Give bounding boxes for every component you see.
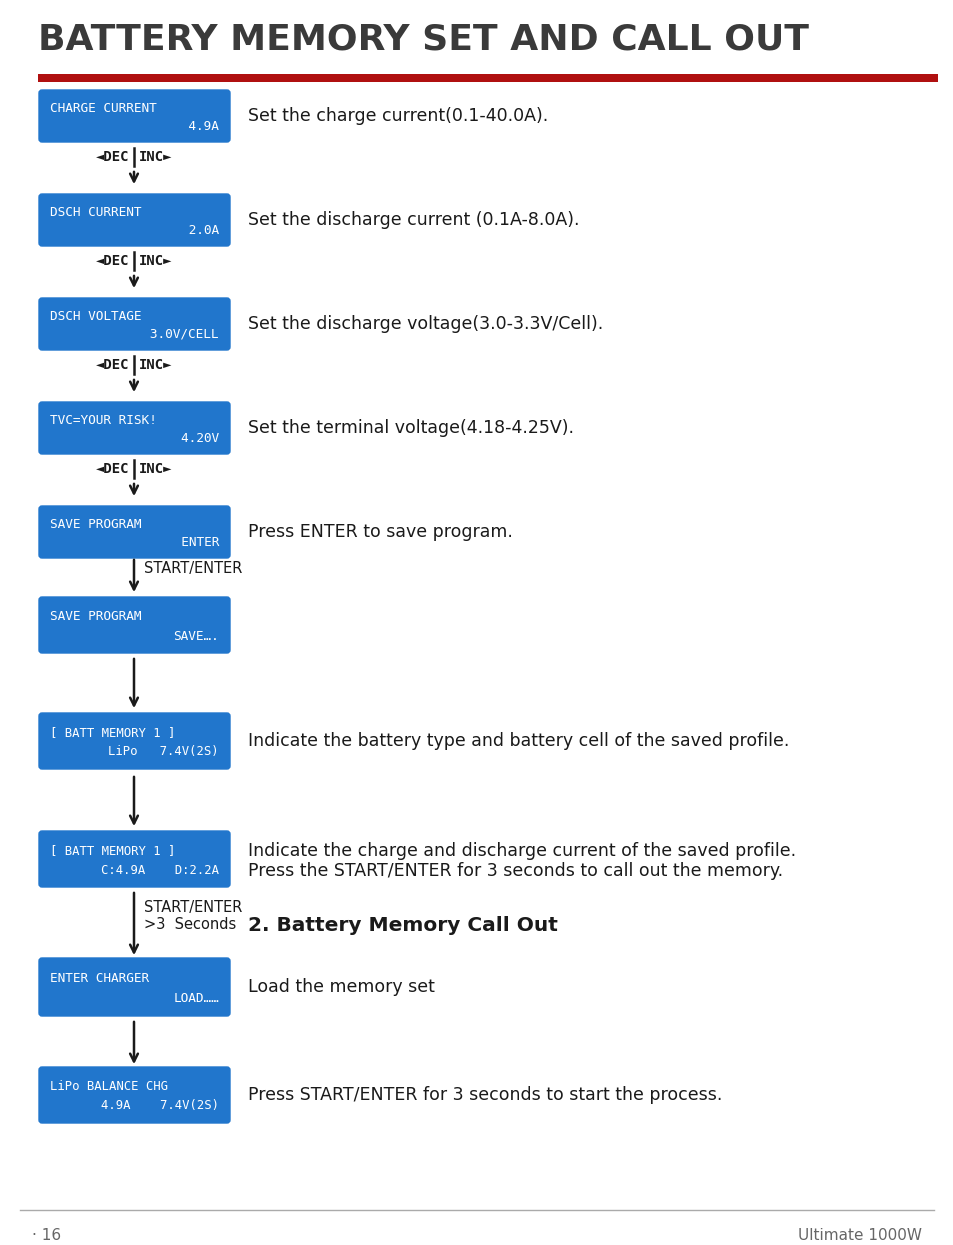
Text: Indicate the charge and discharge current of the saved profile.: Indicate the charge and discharge curren…: [248, 842, 796, 860]
FancyBboxPatch shape: [39, 194, 230, 247]
Text: Press the START/ENTER for 3 seconds to call out the memory.: Press the START/ENTER for 3 seconds to c…: [248, 862, 782, 880]
Text: Set the charge current(0.1-40.0A).: Set the charge current(0.1-40.0A).: [248, 107, 548, 124]
Text: ◄DEC: ◄DEC: [95, 254, 129, 268]
Text: 2. Battery Memory Call Out: 2. Battery Memory Call Out: [248, 916, 558, 935]
Text: START/ENTER: START/ENTER: [144, 561, 242, 576]
Text: 2.0A: 2.0A: [120, 224, 219, 237]
Text: INC►: INC►: [139, 462, 172, 476]
FancyBboxPatch shape: [39, 298, 230, 350]
Text: [ BATT MEMORY 1 ]: [ BATT MEMORY 1 ]: [50, 844, 175, 857]
Text: INC►: INC►: [139, 359, 172, 372]
Text: 3.0V/CELL: 3.0V/CELL: [128, 327, 219, 341]
Text: START/ENTER: START/ENTER: [144, 900, 242, 915]
Text: 4.9A    7.4V(2S): 4.9A 7.4V(2S): [101, 1099, 219, 1113]
Text: ENTER CHARGER: ENTER CHARGER: [50, 971, 149, 985]
Text: 4.9A: 4.9A: [135, 120, 219, 133]
Text: CHARGE CURRENT: CHARGE CURRENT: [50, 102, 156, 115]
Text: SAVE PROGRAM: SAVE PROGRAM: [50, 610, 141, 622]
Text: Indicate the battery type and battery cell of the saved profile.: Indicate the battery type and battery ce…: [248, 732, 788, 749]
Text: >3  Seconds: >3 Seconds: [144, 918, 236, 933]
Text: Set the terminal voltage(4.18-4.25V).: Set the terminal voltage(4.18-4.25V).: [248, 420, 574, 437]
Text: INC►: INC►: [139, 254, 172, 268]
Text: TVC=YOUR RISK!: TVC=YOUR RISK!: [50, 413, 156, 427]
FancyBboxPatch shape: [39, 1067, 230, 1123]
Text: BATTERY MEMORY SET AND CALL OUT: BATTERY MEMORY SET AND CALL OUT: [38, 22, 808, 56]
FancyBboxPatch shape: [39, 505, 230, 558]
Text: Ultimate 1000W: Ultimate 1000W: [797, 1228, 921, 1243]
Text: LiPo   7.4V(2S): LiPo 7.4V(2S): [109, 746, 219, 758]
FancyBboxPatch shape: [39, 402, 230, 454]
Text: Load the memory set: Load the memory set: [248, 979, 435, 996]
FancyBboxPatch shape: [39, 830, 230, 886]
Text: LOAD……: LOAD……: [173, 992, 219, 1005]
Text: · 16: · 16: [32, 1228, 61, 1243]
FancyBboxPatch shape: [39, 713, 230, 769]
Text: 4.20V: 4.20V: [120, 432, 219, 444]
Text: DSCH VOLTAGE: DSCH VOLTAGE: [50, 310, 141, 322]
FancyBboxPatch shape: [39, 957, 230, 1016]
Text: INC►: INC►: [139, 149, 172, 164]
Text: Set the discharge voltage(3.0-3.3V/Cell).: Set the discharge voltage(3.0-3.3V/Cell)…: [248, 315, 602, 332]
Text: C:4.9A    D:2.2A: C:4.9A D:2.2A: [101, 864, 219, 876]
Text: ◄DEC: ◄DEC: [95, 462, 129, 476]
FancyBboxPatch shape: [39, 90, 230, 142]
FancyBboxPatch shape: [39, 598, 230, 652]
Text: Set the discharge current (0.1A-8.0A).: Set the discharge current (0.1A-8.0A).: [248, 210, 578, 229]
Text: ◄DEC: ◄DEC: [95, 359, 129, 372]
Text: LiPo BALANCE CHG: LiPo BALANCE CHG: [50, 1079, 168, 1093]
Text: SAVE PROGRAM: SAVE PROGRAM: [50, 518, 141, 530]
Text: Press START/ENTER for 3 seconds to start the process.: Press START/ENTER for 3 seconds to start…: [248, 1086, 721, 1104]
FancyBboxPatch shape: [38, 73, 937, 82]
Text: [ BATT MEMORY 1 ]: [ BATT MEMORY 1 ]: [50, 726, 175, 740]
Text: SAVE….: SAVE….: [173, 630, 219, 642]
Text: ENTER: ENTER: [105, 535, 219, 549]
Text: Press ENTER to save program.: Press ENTER to save program.: [248, 523, 513, 542]
Text: ◄DEC: ◄DEC: [95, 149, 129, 164]
Text: DSCH CURRENT: DSCH CURRENT: [50, 205, 141, 219]
